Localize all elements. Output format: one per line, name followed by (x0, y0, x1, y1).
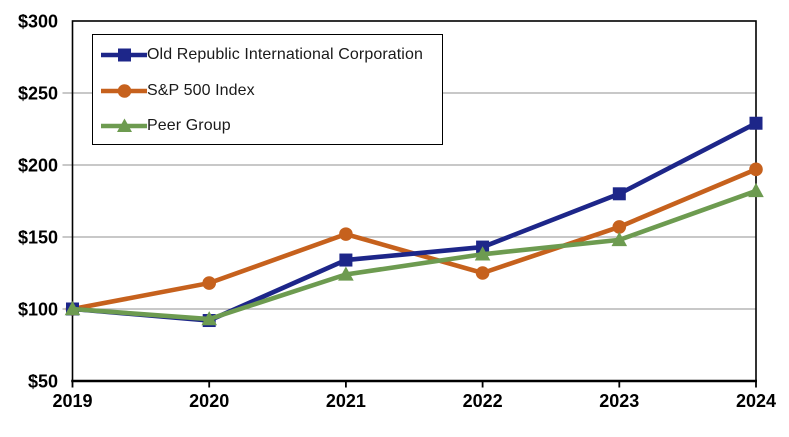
square-marker-icon (749, 116, 763, 130)
x-tick-label: 2020 (189, 391, 229, 411)
y-tick-label: $100 (18, 300, 58, 320)
circle-marker-icon (117, 83, 132, 98)
series-line-2 (72, 188, 757, 322)
y-tick-label: $50 (28, 372, 58, 392)
legend-item-ori: Old Republic International Corporation (101, 37, 442, 73)
x-tick-label: 2021 (326, 391, 366, 411)
legend-label-peer-group: Peer Group (147, 117, 231, 135)
triangle-marker-icon (474, 246, 491, 261)
legend-label-ori: Old Republic International Corporation (147, 45, 423, 63)
legend-label-sp500: S&P 500 Index (147, 81, 255, 99)
y-tick-label: $250 (18, 84, 58, 104)
circle-marker-icon (202, 276, 216, 290)
triangle-marker-icon (748, 182, 764, 198)
x-tick-label: 2024 (736, 391, 776, 411)
square-marker-icon (118, 48, 131, 62)
triangle-marker-icon (611, 231, 628, 247)
series-line-1 (72, 167, 757, 312)
x-tick-label: 2022 (463, 391, 503, 411)
triangle-marker-icon (117, 118, 132, 133)
square-marker-icon (101, 48, 147, 62)
y-tick-label: $300 (18, 12, 58, 32)
square-marker-icon (612, 187, 626, 201)
y-tick-label: $200 (18, 156, 58, 176)
triangle-marker-icon (201, 311, 217, 326)
circle-marker-icon (749, 162, 763, 177)
circle-marker-icon (612, 220, 627, 234)
chart-legend: Old Republic International Corporation S… (92, 34, 443, 145)
triangle-marker-icon (64, 301, 81, 316)
circle-marker-icon (101, 83, 147, 98)
legend-item-sp500: S&P 500 Index (101, 73, 442, 109)
legend-item-peer-group: Peer Group (101, 108, 442, 144)
x-tick-label: 2019 (52, 391, 92, 411)
triangle-marker-icon (101, 118, 147, 133)
triangle-marker-icon (338, 266, 354, 281)
circle-marker-icon (475, 266, 490, 280)
x-tick-label: 2023 (599, 391, 639, 411)
circle-marker-icon (339, 227, 353, 241)
y-tick-label: $150 (18, 228, 58, 248)
square-marker-icon (339, 253, 353, 267)
